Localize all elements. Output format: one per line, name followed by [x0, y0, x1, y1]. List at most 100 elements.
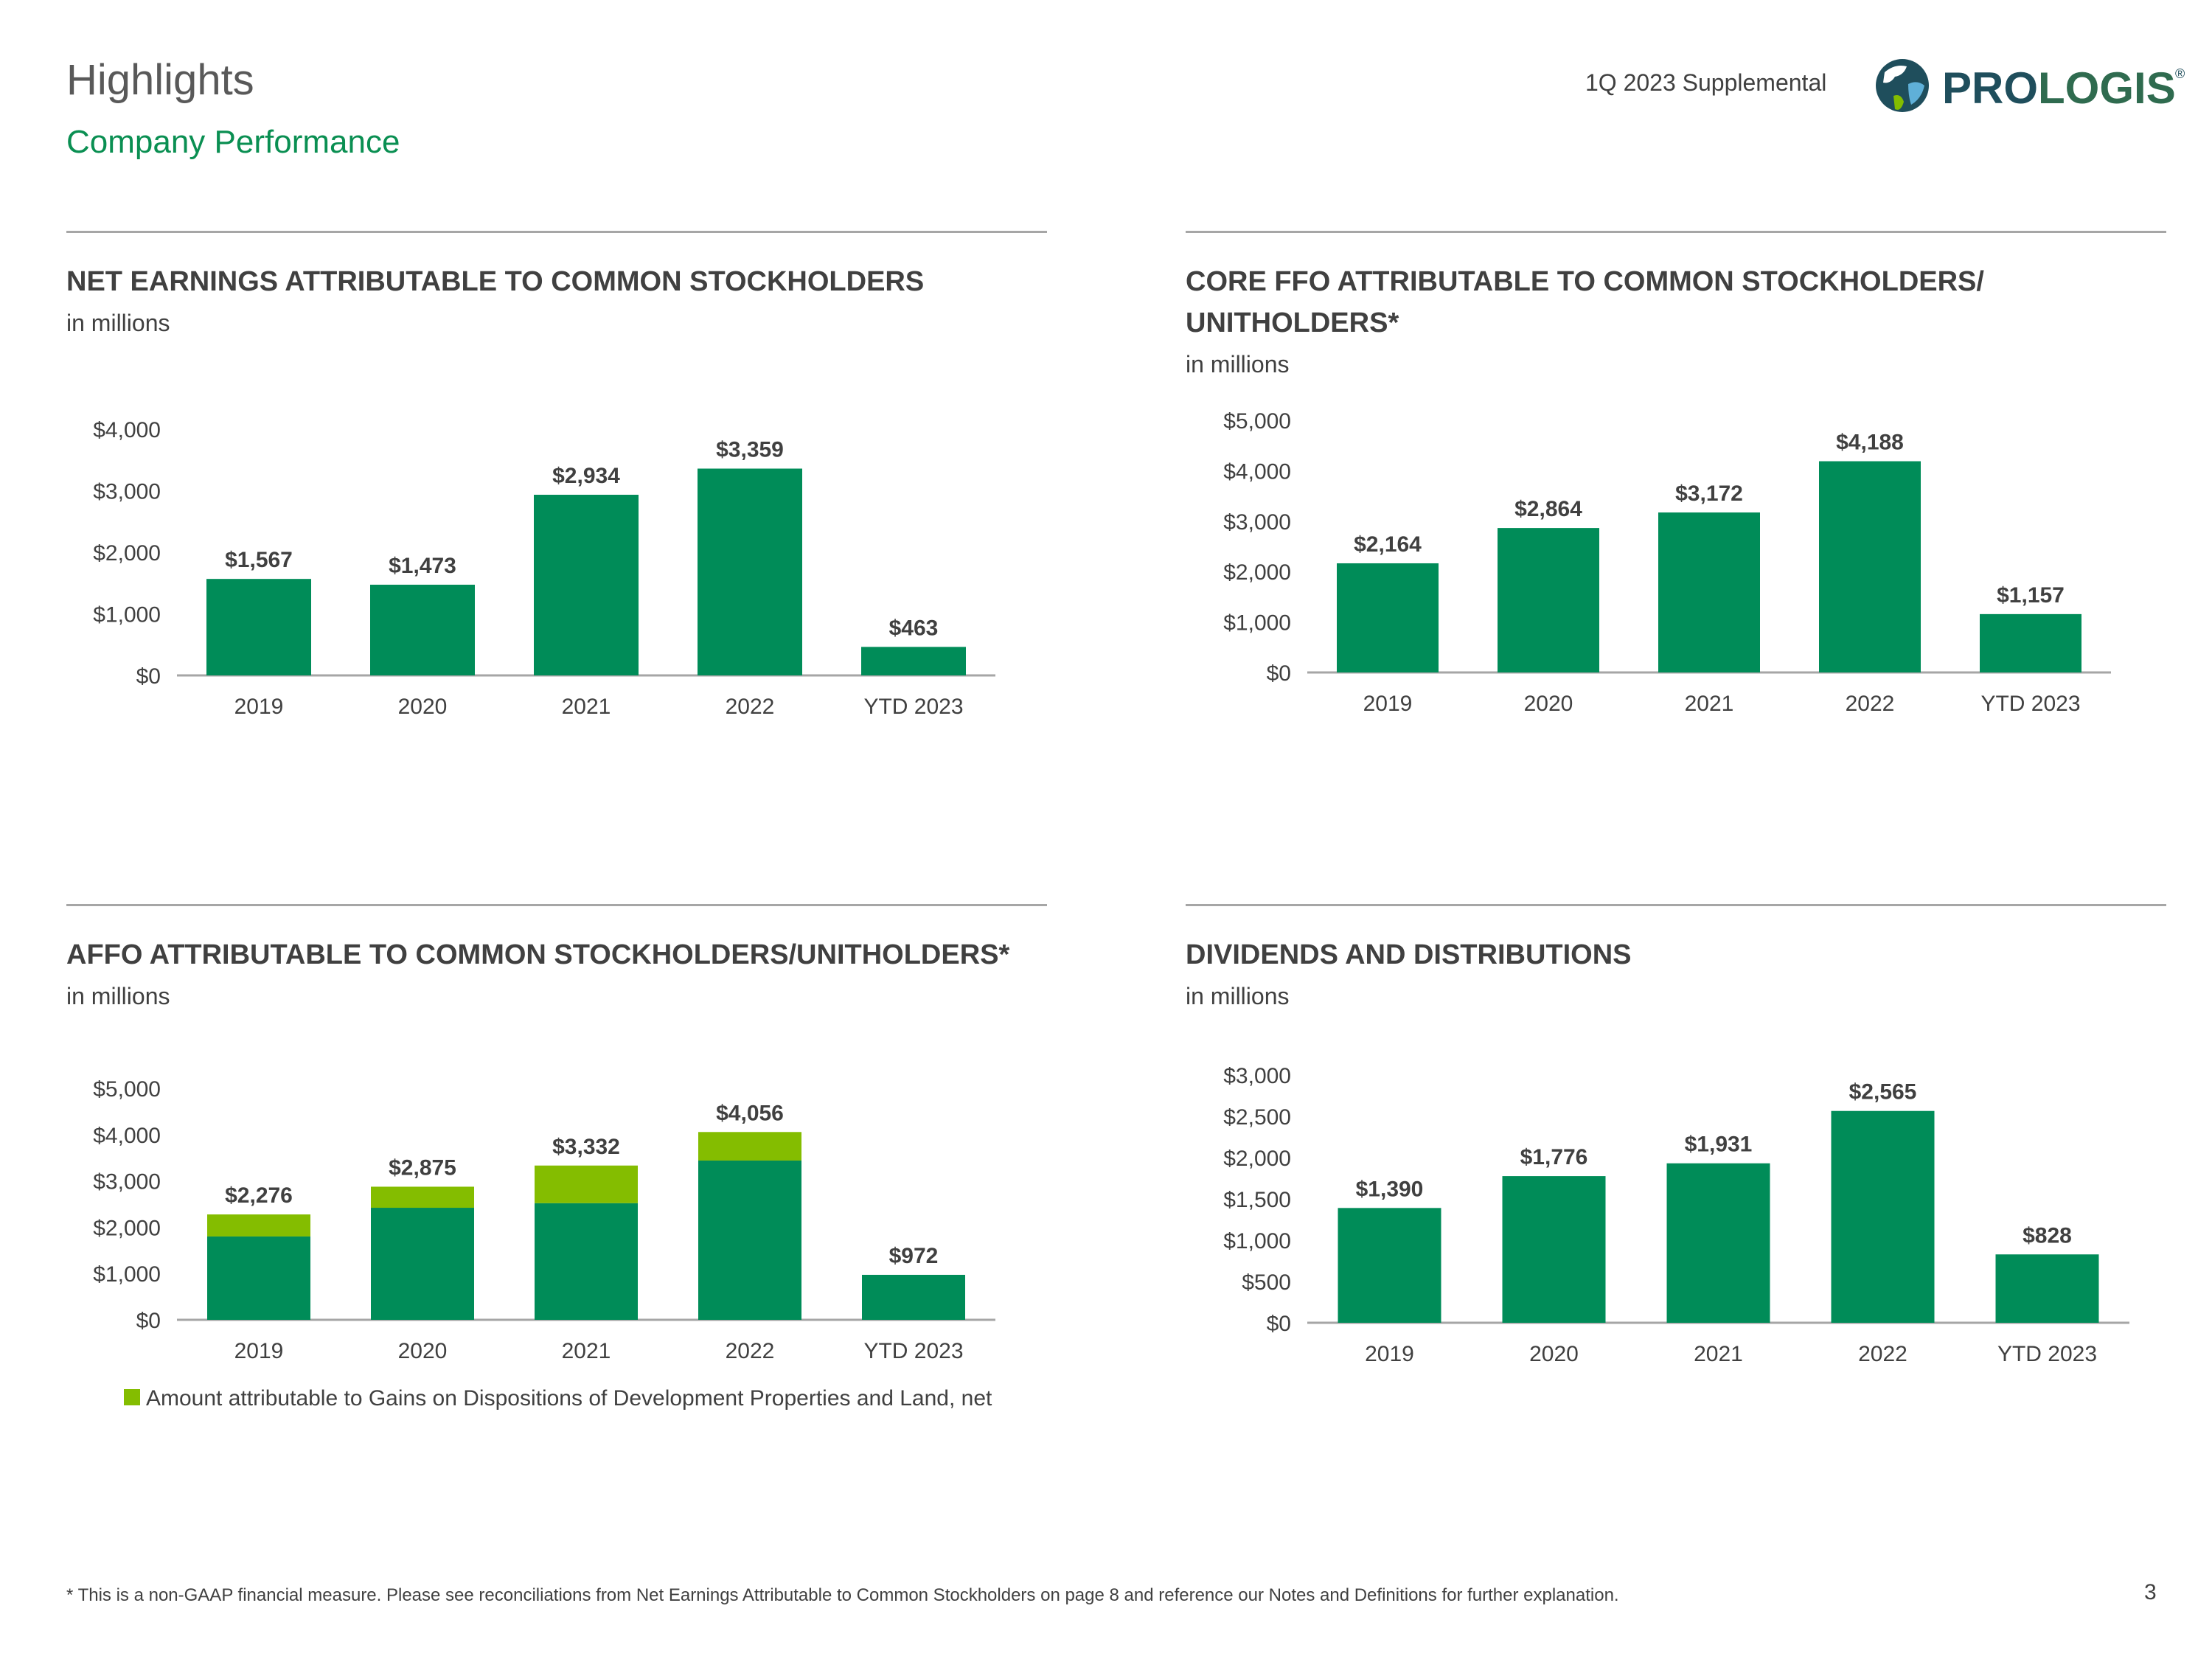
y-tick-label: $3,000: [1223, 510, 1291, 535]
bar: [534, 495, 639, 675]
chart-title: AFFO ATTRIBUTABLE TO COMMON STOCKHOLDERS…: [66, 939, 1010, 970]
bar: [370, 585, 475, 675]
data-label: $1,776: [1520, 1145, 1588, 1169]
y-tick-label: $1,500: [1223, 1188, 1291, 1212]
data-label: $3,332: [552, 1135, 620, 1159]
bar: [1995, 1254, 2099, 1323]
y-tick-label: $3,000: [93, 1170, 161, 1194]
x-tick-label: 2019: [234, 695, 284, 719]
page-number: 3: [2144, 1580, 2157, 1604]
x-tick-label: YTD 2023: [863, 1339, 963, 1363]
x-tick-label: YTD 2023: [1980, 692, 2080, 716]
bar-base: [698, 1160, 801, 1320]
data-label: $1,931: [1685, 1133, 1753, 1157]
data-label: $4,188: [1836, 431, 1904, 455]
data-label: $463: [889, 616, 939, 640]
x-tick-label: 2021: [1694, 1342, 1743, 1366]
x-tick-label: 2020: [1529, 1342, 1579, 1366]
y-tick-label: $1,000: [93, 1262, 161, 1287]
bar: [1658, 512, 1760, 672]
chart-units: in millions: [66, 983, 170, 1009]
data-label: $1,390: [1356, 1177, 1424, 1201]
bar: [1338, 1208, 1441, 1323]
data-label: $2,276: [225, 1183, 293, 1208]
chart-units: in millions: [66, 310, 170, 336]
y-tick-label: $0: [136, 664, 161, 689]
y-tick-label: $2,000: [1223, 1147, 1291, 1171]
data-label: $1,567: [225, 548, 293, 572]
y-tick-label: $1,000: [1223, 611, 1291, 636]
bar: [698, 468, 802, 675]
chart-title: DIVIDENDS AND DISTRIBUTIONS: [1186, 939, 1632, 970]
bar: [206, 579, 311, 675]
bar: [1980, 613, 2081, 672]
registered-mark: ®: [2175, 66, 2185, 81]
bar: [861, 647, 966, 675]
x-tick-label: YTD 2023: [1997, 1342, 2097, 1366]
dividends-chart: $0 $500 $1,000 $1,500 $2,000 $2,500 $3,000 $1,3…: [1223, 1064, 2129, 1366]
y-tick-label: $2,000: [93, 1216, 161, 1240]
y-tick-label: $1,000: [1223, 1229, 1291, 1253]
data-label: $1,473: [389, 554, 456, 578]
bar-gains: [535, 1165, 638, 1203]
chart-legend: Amount attributable to Gains on Disposit…: [124, 1386, 992, 1411]
bar: [1831, 1110, 1935, 1323]
x-tick-label: 2020: [398, 1339, 448, 1363]
bar: [1498, 528, 1599, 672]
bar-gains: [371, 1186, 474, 1208]
data-label: $3,172: [1675, 481, 1743, 506]
bar: [1666, 1163, 1770, 1323]
x-tick-label: 2022: [726, 1339, 775, 1363]
y-tick-label: $5,000: [93, 1077, 161, 1102]
x-tick-label: 2022: [726, 695, 775, 719]
y-tick-label: $2,500: [1223, 1105, 1291, 1130]
data-label: $2,864: [1514, 497, 1582, 521]
panel-dividends: DIVIDENDS AND DISTRIBUTIONS in millions: [1186, 904, 2166, 1010]
x-tick-label: 2019: [234, 1339, 284, 1363]
bar-gains: [698, 1132, 801, 1161]
x-tick-label: 2021: [562, 1339, 611, 1363]
net-earnings-chart: $0 $1,000 $2,000 $3,000 $4,000 $1,567 2019 $1,4…: [93, 418, 995, 719]
data-label: $4,056: [716, 1101, 784, 1125]
bar: [1502, 1176, 1606, 1323]
bar-base: [207, 1236, 310, 1320]
y-tick-label: $3,000: [93, 480, 161, 504]
panel-affo: AFFO ATTRIBUTABLE TO COMMON STOCKHOLDERS…: [66, 904, 1047, 1010]
y-tick-label: $0: [136, 1309, 161, 1333]
affo-chart: $0 $1,000 $2,000 $3,000 $4,000 $5,000 $2,276 20…: [93, 1077, 995, 1363]
chart-units: in millions: [1186, 351, 1290, 378]
x-tick-label: 2022: [1858, 1342, 1907, 1366]
data-label: $2,875: [389, 1155, 456, 1180]
x-tick-label: 2019: [1365, 1342, 1414, 1366]
page-subtitle: Company Performance: [66, 124, 400, 160]
chart-title: NET EARNINGS ATTRIBUTABLE TO COMMON STOC…: [66, 266, 925, 297]
divider: [66, 231, 1047, 233]
panel-core-ffo: CORE FFO ATTRIBUTABLE TO COMMON STOCKHOL…: [1186, 231, 2166, 378]
y-tick-label: $2,000: [1223, 560, 1291, 585]
chart-units: in millions: [1186, 983, 1290, 1009]
x-tick-label: 2019: [1363, 692, 1413, 716]
core-ffo-chart: $0 $1,000 $2,000 $3,000 $4,000 $5,000 $2,164 20…: [1223, 409, 2111, 716]
bar: [1819, 461, 1921, 672]
data-label: $828: [2023, 1223, 2072, 1248]
y-tick-label: $5,000: [1223, 409, 1291, 434]
prologis-logo: PROLOGIS ®: [1876, 59, 2185, 113]
y-tick-label: $0: [1267, 661, 1291, 686]
x-tick-label: 2020: [398, 695, 448, 719]
x-tick-label: 2021: [562, 695, 611, 719]
y-tick-label: $0: [1267, 1312, 1291, 1336]
legend-label: Amount attributable to Gains on Disposit…: [146, 1386, 992, 1411]
data-label: $1,157: [1997, 583, 2065, 608]
data-label: $2,164: [1354, 532, 1422, 557]
y-tick-label: $500: [1242, 1270, 1291, 1295]
globe-icon: [1876, 59, 1929, 112]
legend-swatch: [124, 1389, 140, 1406]
y-tick-label: $4,000: [1223, 459, 1291, 484]
chart-title: CORE FFO ATTRIBUTABLE TO COMMON STOCKHOL…: [1186, 266, 1984, 338]
data-label: $2,934: [552, 464, 620, 488]
data-label: $3,359: [716, 438, 784, 462]
bar: [1337, 563, 1439, 672]
y-tick-label: $2,000: [93, 541, 161, 566]
y-tick-label: $3,000: [1223, 1064, 1291, 1088]
bar-base: [371, 1208, 474, 1320]
